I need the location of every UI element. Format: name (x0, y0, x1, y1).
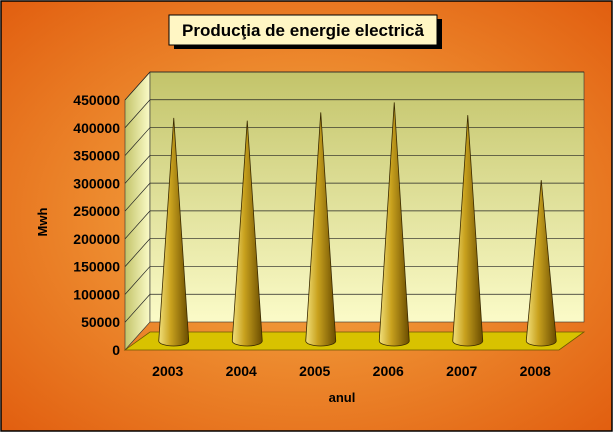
y-tick-label: 350000 (73, 148, 120, 164)
gridline-depth (124, 127, 151, 156)
y-tick-label: 400000 (73, 120, 120, 136)
x-category-label: 2005 (299, 363, 330, 379)
cone-body (525, 180, 557, 347)
gridline-depth (124, 293, 151, 323)
cone-body (305, 112, 337, 347)
y-tick-label: 300000 (73, 175, 120, 191)
x-category-label: 2006 (373, 363, 404, 379)
y-tick-label: 150000 (73, 259, 120, 275)
cone-body (231, 120, 263, 347)
x-axis-title: anul (329, 390, 356, 405)
cone-bar (231, 120, 263, 347)
cone-bar (452, 115, 484, 347)
gridline-depth (124, 99, 151, 129)
x-category-label: 2008 (520, 363, 551, 379)
gridline-depth (124, 71, 151, 101)
gridline-depth (124, 210, 151, 240)
chart-floor (123, 331, 586, 351)
cone-body (378, 102, 410, 347)
y-tick-label: 0 (112, 342, 120, 358)
cone-body (158, 117, 190, 347)
y-tick-label: 200000 (73, 231, 120, 247)
y-axis-ticks: 0 50000 100000 150000 200000 250000 300000 3500… (73, 92, 120, 358)
cone-bar (525, 180, 557, 347)
gridlines (124, 71, 584, 323)
y-tick-label: 450000 (73, 92, 120, 108)
y-tick-label: 250000 (73, 203, 120, 219)
x-axis-categories: 2003 2004 2005 2006 2007 2008 (152, 363, 551, 379)
cone-bar (158, 117, 190, 347)
gridline-depth (124, 238, 151, 267)
gridline-depth (124, 266, 151, 295)
data-marks (158, 102, 557, 347)
gridline-depth (124, 182, 151, 212)
cone-bar (305, 112, 337, 347)
x-category-label: 2004 (226, 363, 257, 379)
cone-body (452, 115, 484, 347)
title-box (168, 14, 438, 46)
cone-bar (378, 102, 410, 347)
x-category-label: 2007 (446, 363, 477, 379)
gridline-depth (124, 155, 151, 184)
y-axis-title: Mwh (35, 208, 50, 237)
chart-title: Producţia de energie electrică (182, 21, 424, 40)
x-category-label: 2003 (152, 363, 183, 379)
y-tick-label: 50000 (81, 314, 120, 330)
y-tick-label: 100000 (73, 286, 120, 302)
back-wall (149, 71, 585, 323)
